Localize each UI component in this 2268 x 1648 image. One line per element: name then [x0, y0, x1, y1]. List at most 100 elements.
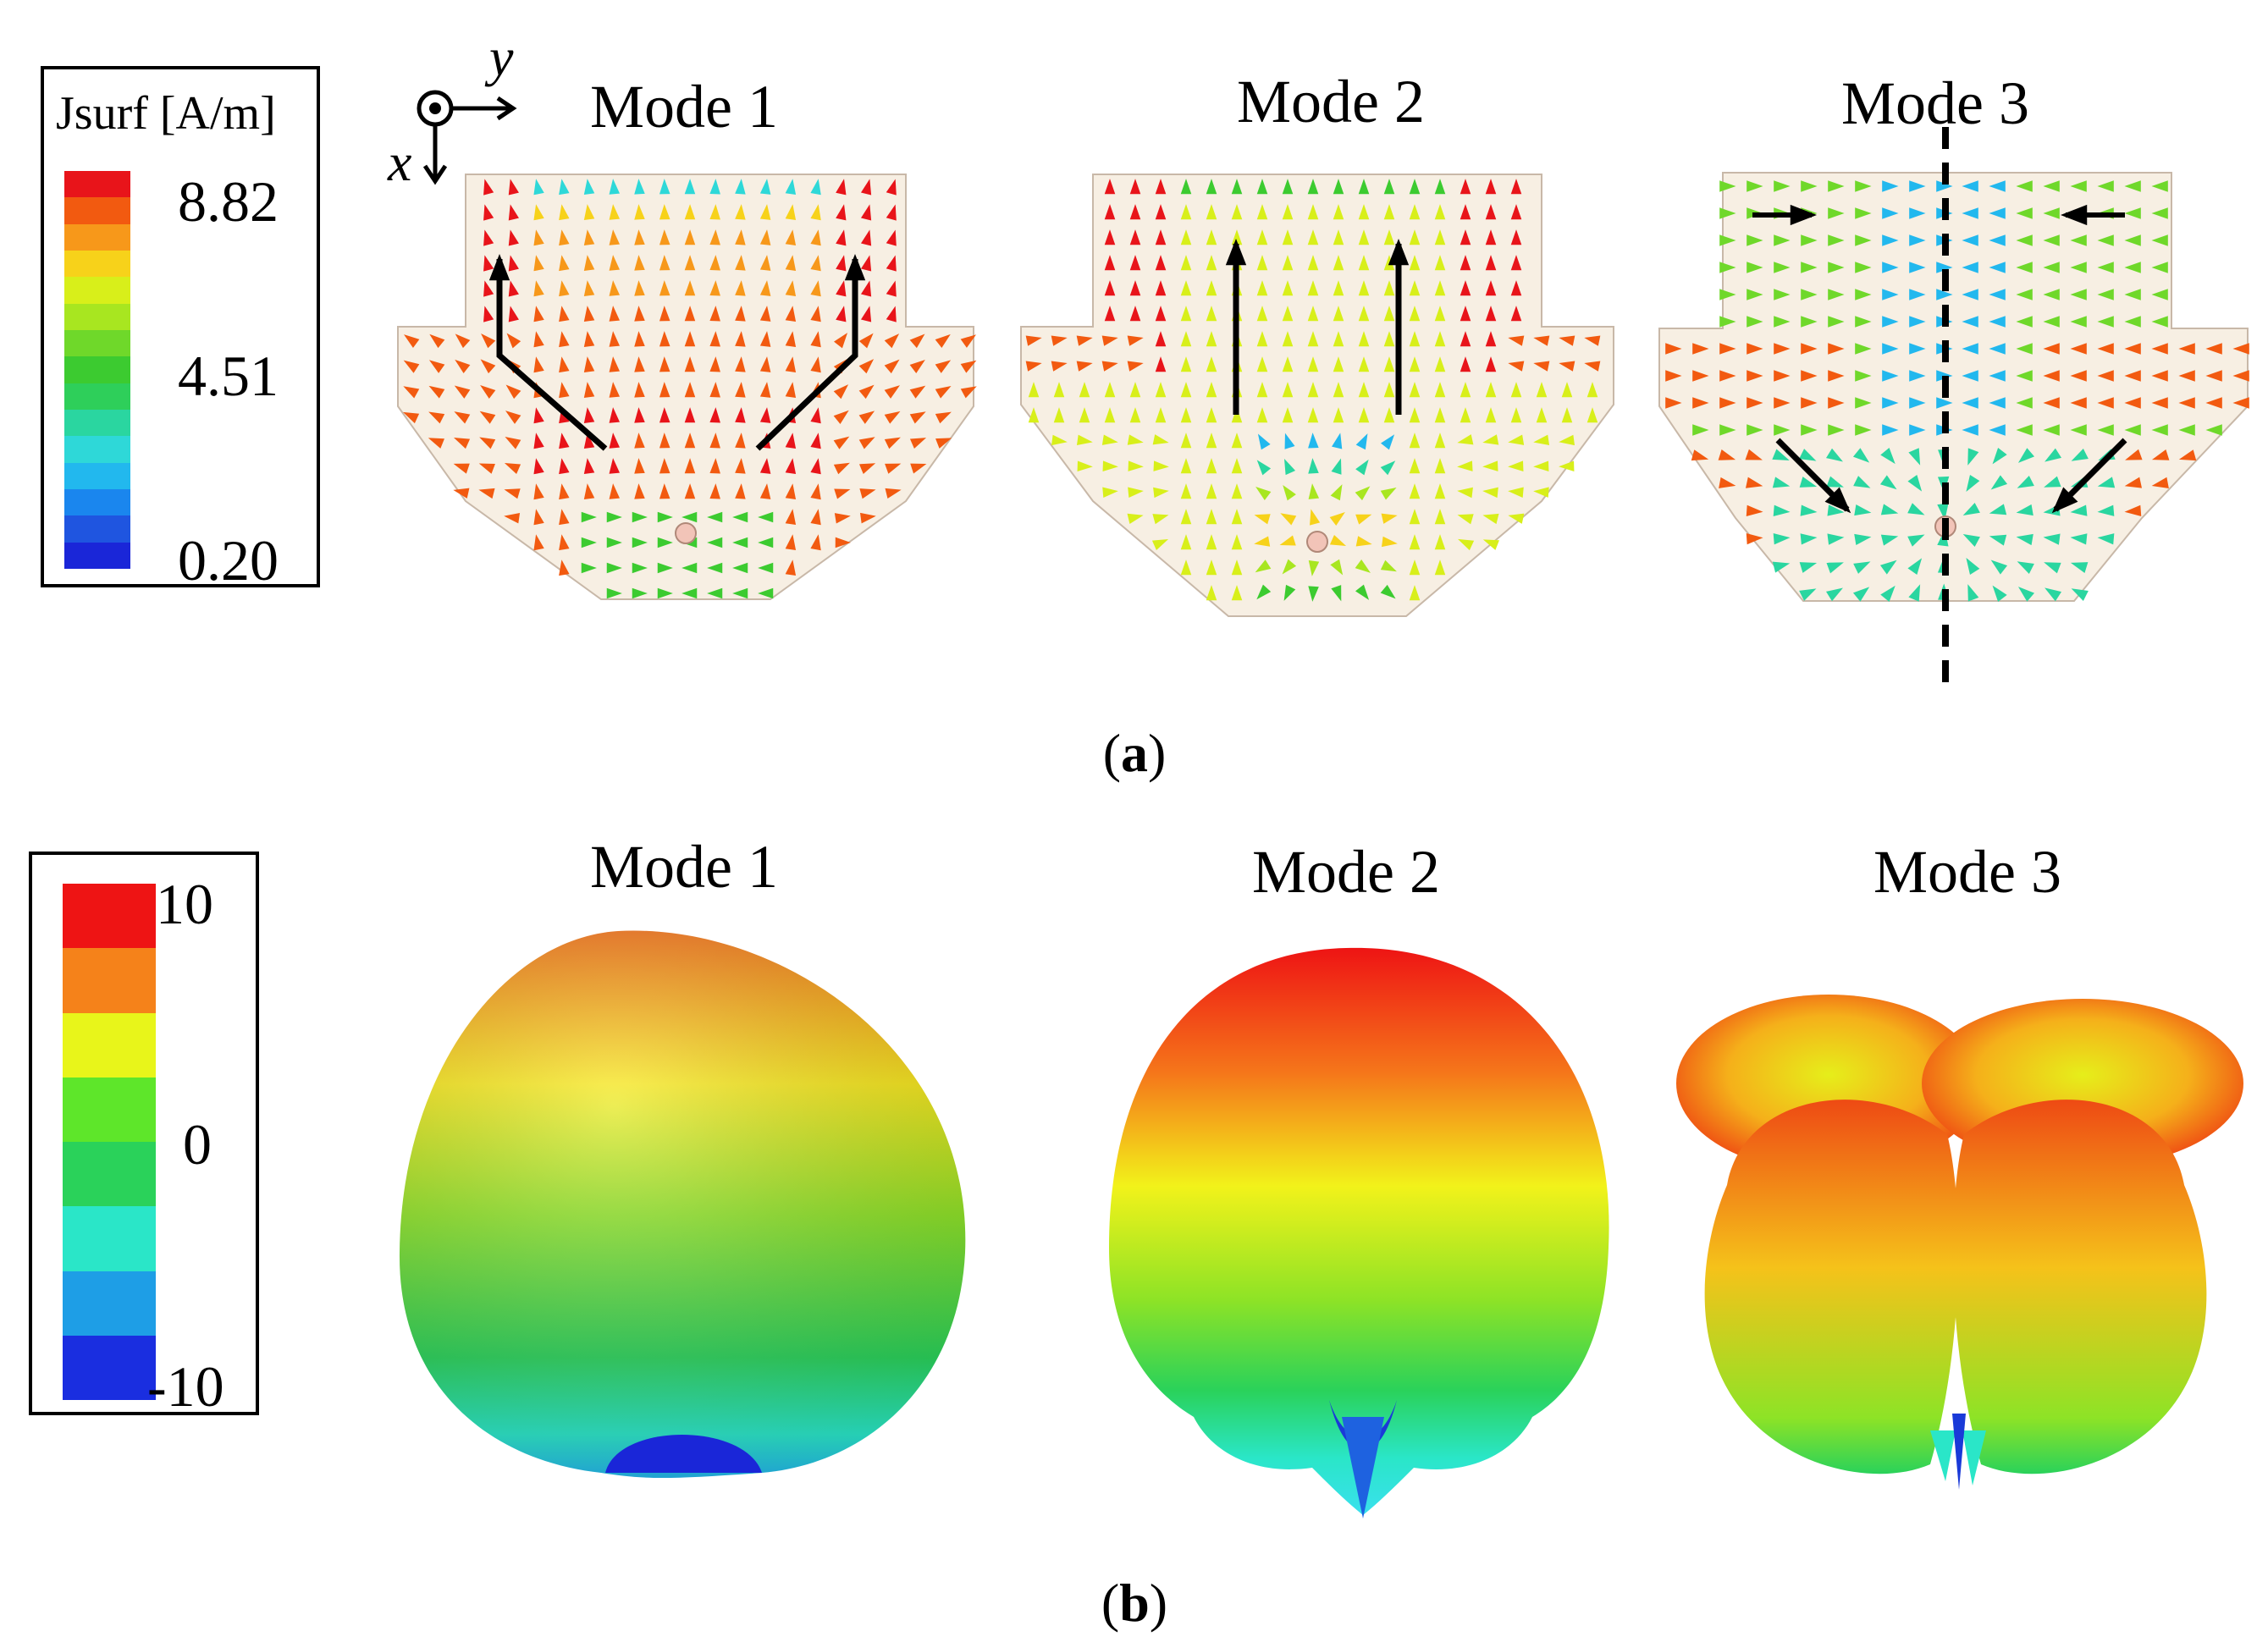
current-vector-icon [1989, 534, 2007, 546]
current-vector-icon [785, 559, 797, 576]
current-vector-icon [1180, 331, 1192, 347]
current-vector-icon [1510, 280, 1522, 296]
current-vector-icon [2124, 504, 2142, 517]
current-vector-icon [1536, 382, 1548, 398]
current-vector-icon [1989, 424, 2006, 436]
current-vector-icon [1104, 255, 1116, 271]
current-vector-icon [1381, 513, 1398, 524]
current-vector-icon [559, 280, 570, 297]
current-vector-icon [1746, 477, 1763, 488]
current-vector-icon [2043, 343, 2060, 355]
current-vector-icon [1180, 179, 1192, 195]
current-vector-icon [1485, 407, 1497, 423]
current-vector-icon [1936, 397, 1953, 409]
current-vector-icon [1307, 255, 1319, 271]
current-vector-icon [859, 488, 876, 499]
current-vector-icon [1180, 407, 1192, 423]
current-vector-icon [1801, 397, 1818, 409]
current-vector-icon [533, 179, 544, 196]
current-vector-icon [1482, 434, 1499, 445]
current-vector-icon [1307, 204, 1319, 220]
current-vector-icon [1909, 262, 1926, 273]
current-vector-icon [785, 229, 797, 246]
current-vector-icon [1129, 280, 1141, 296]
current-vector-icon [1460, 229, 1471, 245]
current-vector-icon [483, 255, 494, 272]
current-vector-icon [1908, 584, 1921, 602]
current-vector-icon [1256, 280, 1268, 296]
current-vector-icon [2151, 262, 2168, 273]
current-vector-icon [1936, 289, 1953, 300]
current-vector-icon [785, 356, 797, 373]
current-vector-icon [1990, 475, 2008, 490]
current-vector-icon [1155, 179, 1167, 195]
current-vector-icon [1380, 460, 1396, 476]
current-vector-icon [1180, 356, 1192, 372]
gain-legend-swatch [63, 1142, 156, 1207]
current-vector-icon [1457, 487, 1473, 499]
radiation-pattern-mode-3 [1676, 995, 2243, 1490]
current-vector-icon [810, 280, 821, 297]
current-vector-icon [478, 463, 495, 474]
current-vector-icon [1799, 588, 1817, 601]
current-vector-icon [1989, 370, 2006, 382]
current-legend: Jsurf [A/m] 8.82 4.51 0.20 [41, 66, 320, 589]
current-vector-icon [1774, 397, 1791, 409]
current-vector-icon [2097, 234, 2114, 246]
current-vector-icon [1457, 434, 1474, 445]
current-vector-icon [1231, 433, 1243, 449]
current-vector-icon [707, 587, 723, 599]
current-vector-icon [1434, 559, 1446, 576]
current-vector-icon [1180, 433, 1192, 449]
current-vector-icon [1358, 255, 1370, 271]
current-vector-icon [1284, 433, 1295, 449]
current-vector-icon [1482, 513, 1499, 525]
current-vector-icon [1206, 255, 1217, 271]
current-vector-icon [428, 385, 445, 399]
current-vector-icon [533, 483, 544, 500]
current-vector-icon [483, 306, 494, 322]
current-vector-icon [1308, 433, 1319, 449]
gain-legend-swatch [63, 884, 156, 949]
current-vector-icon [1025, 335, 1042, 346]
current-vector-icon [659, 179, 670, 195]
current-vector-icon [1155, 229, 1167, 245]
current-vector-icon [858, 359, 875, 374]
current-vector-icon [1855, 180, 1872, 192]
current-vector-icon [1510, 255, 1522, 271]
current-vector-icon [1457, 514, 1474, 525]
current-vector-icon [609, 483, 621, 499]
current-vector-icon [1485, 280, 1497, 296]
current-vector-icon [1206, 356, 1217, 372]
current-vector-icon [1282, 306, 1294, 322]
current-vector-icon [1206, 407, 1217, 423]
current-vector-icon [1746, 532, 1763, 545]
current-vector-icon [483, 179, 494, 196]
current-vector-icon [508, 179, 519, 196]
current-vector-icon [1409, 229, 1421, 245]
current-mode-3-title: Mode 3 [1841, 69, 2029, 137]
current-vector-icon [684, 255, 696, 271]
current-vector-icon [1962, 343, 1978, 355]
current-vector-icon [1310, 509, 1321, 526]
current-vector-icon [1434, 229, 1446, 245]
current-vector-icon [684, 433, 696, 449]
current-legend-swatch [64, 488, 130, 516]
current-vector-icon [609, 458, 621, 474]
current-vector-icon [858, 411, 875, 424]
current-vector-icon [1909, 343, 1926, 355]
current-vector-icon [583, 204, 595, 220]
current-vector-icon [1206, 433, 1217, 449]
current-vector-icon [1460, 204, 1471, 220]
current-vector-icon [1882, 370, 1899, 382]
current-vector-icon [1355, 514, 1372, 525]
current-vector-icon [1719, 397, 1736, 409]
current-vector-icon [1882, 424, 1899, 436]
current-vector-icon [1882, 262, 1899, 273]
current-vector-icon [1989, 316, 2006, 328]
current-vector-icon [935, 360, 952, 373]
current-vector-icon [1665, 343, 1682, 355]
current-vector-icon [684, 229, 696, 245]
current-vector-icon [478, 488, 495, 499]
current-vector-icon [1801, 180, 1818, 192]
